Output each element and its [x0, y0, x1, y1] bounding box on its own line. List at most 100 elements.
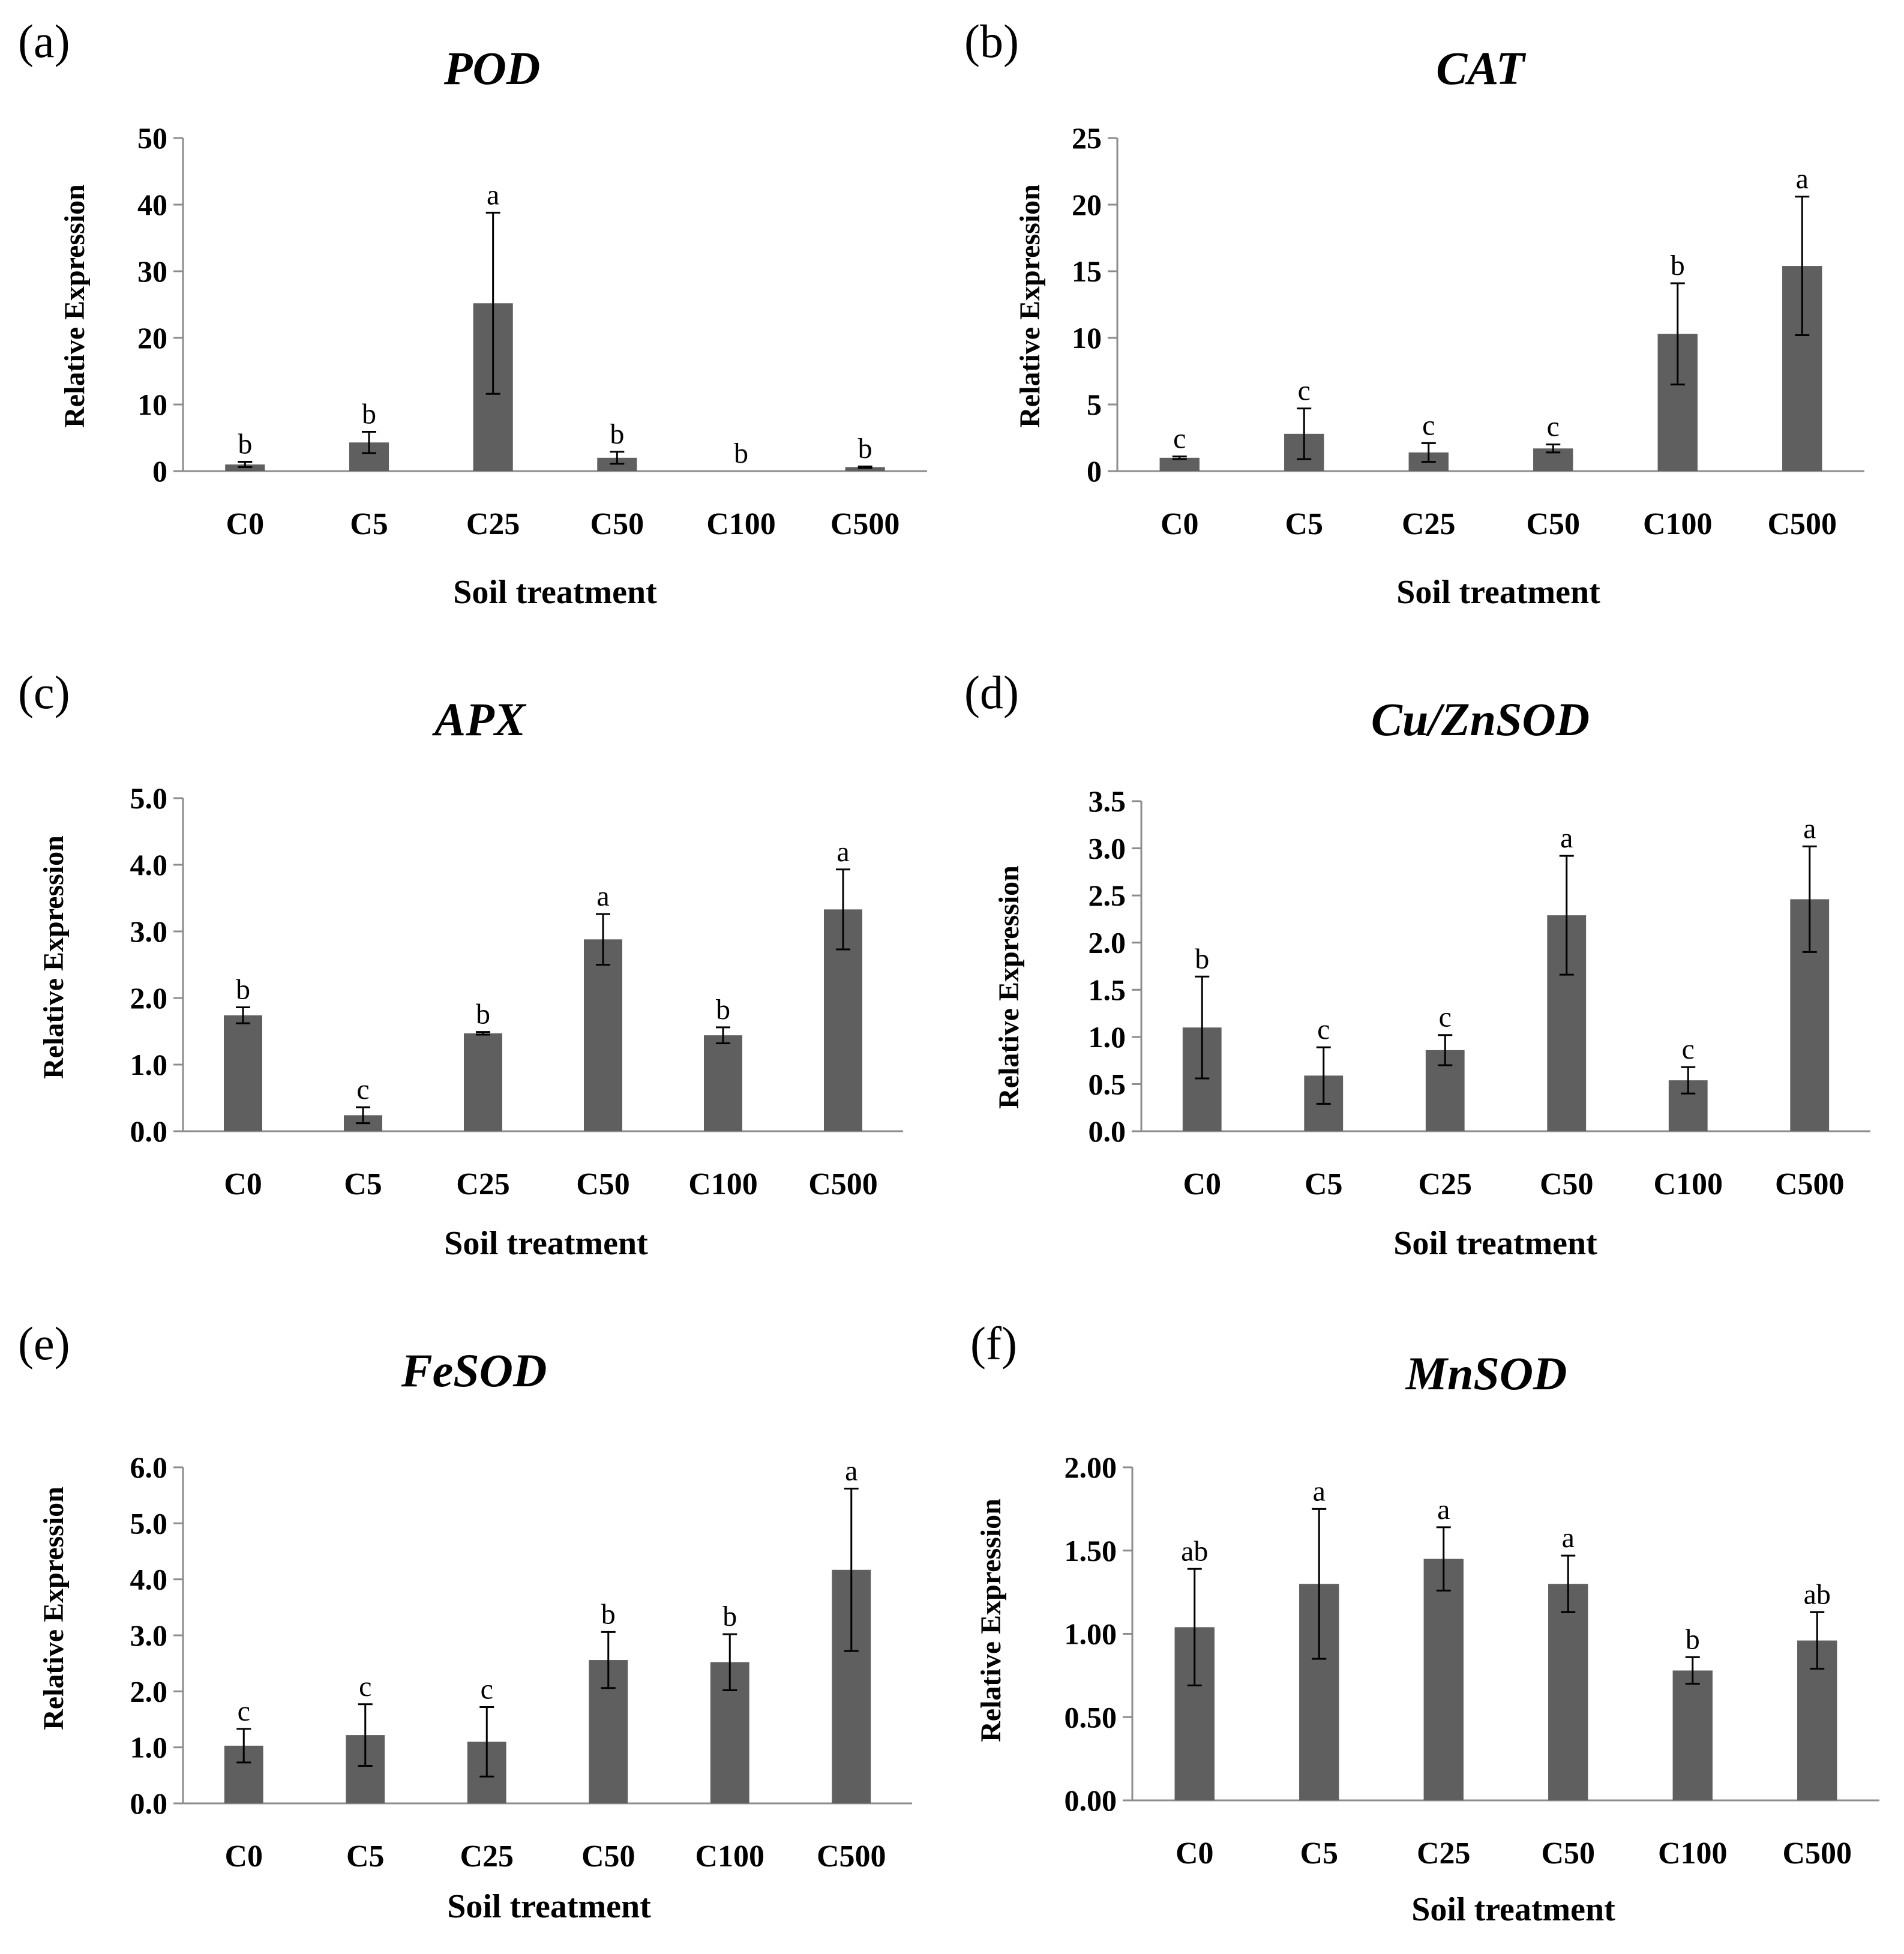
y-tick-label: 3.0: [130, 915, 168, 948]
x-tick-label: C50: [1541, 1836, 1595, 1871]
significance-label: b: [716, 994, 730, 1026]
y-tick-label: 0.0: [130, 1114, 168, 1148]
plot-area: 0 10 20 30 40 50 b C0 b C5 a C25 b C50 b C100 b C500: [137, 121, 927, 541]
x-axis-title: Soil treatment: [453, 574, 657, 611]
significance-label: b: [1195, 943, 1209, 975]
x-tick-label: C500: [808, 1167, 878, 1201]
y-tick-label: 2.0: [130, 981, 168, 1015]
y-tick-label: 5.0: [130, 1506, 168, 1540]
panel-label: (f): [970, 1317, 1017, 1369]
y-tick-label: 4.0: [130, 848, 168, 882]
y-tick-label: 0: [1087, 454, 1102, 488]
x-tick-label: C25: [456, 1167, 510, 1201]
significance-label: ab: [1181, 1535, 1208, 1567]
y-tick-label: 3.5: [1089, 784, 1126, 818]
x-tick-label: C500: [1782, 1836, 1852, 1871]
y-tick-label: 1.50: [1065, 1534, 1117, 1568]
y-tick-label: 20: [137, 321, 167, 355]
y-tick-label: 0: [152, 454, 167, 488]
x-tick-label: C100: [688, 1167, 758, 1201]
significance-label: c: [481, 1673, 493, 1705]
significance-label: c: [1317, 1014, 1330, 1045]
y-axis-title: Relative Expression: [993, 865, 1025, 1109]
y-tick-label: 20: [1072, 188, 1102, 221]
significance-label: b: [610, 418, 624, 450]
y-axis-title: Relative Expression: [38, 1487, 70, 1730]
plot-area: 0.00 0.50 1.00 1.50 2.00 ab C0 a C5 a C25 a C50 b C100…: [1065, 1450, 1879, 1871]
x-tick-label: C50: [581, 1839, 635, 1874]
y-tick-label: 1.0: [1089, 1020, 1126, 1054]
plot-area: 0.0 1.0 2.0 3.0 4.0 5.0 b C0 c C5 b C25 a C50 b C100 a C5…: [130, 781, 903, 1201]
chart-panel-f: (f) MnSOD Relative Expression Soil treat…: [970, 1317, 1879, 1928]
bar: [224, 1015, 262, 1131]
significance-label: b: [236, 974, 250, 1006]
x-tick-label: C500: [817, 1839, 886, 1874]
y-tick-label: 0.5: [1089, 1067, 1126, 1101]
x-tick-label: C25: [460, 1839, 514, 1874]
x-tick-label: C0: [224, 1167, 262, 1201]
x-tick-label: C500: [1775, 1167, 1845, 1201]
significance-label: c: [1439, 1002, 1452, 1033]
x-tick-label: C25: [1402, 507, 1456, 541]
x-tick-label: C0: [1176, 1836, 1214, 1871]
y-tick-label: 15: [1072, 254, 1102, 288]
y-tick-label: 1.0: [130, 1731, 168, 1764]
significance-label: b: [362, 398, 376, 430]
y-tick-label: 1.5: [1089, 973, 1126, 1006]
y-tick-label: 2.0: [1089, 926, 1126, 960]
significance-label: c: [238, 1695, 250, 1727]
y-axis-title: Relative Expression: [59, 184, 91, 428]
plot-area: 0.0 1.0 2.0 3.0 4.0 5.0 6.0 c C0 c C5 c C25 b C50 b C100…: [130, 1450, 912, 1874]
bar: [845, 467, 885, 471]
chart-panel-e: (e) FeSOD Relative Expression Soil treat…: [18, 1317, 912, 1925]
plot-area: 0.0 0.5 1.0 1.5 2.0 2.5 3.0 3.5 b C0 c C5 c C25 a C50 c C…: [1089, 784, 1870, 1201]
bar: [704, 1035, 742, 1131]
x-tick-label: C0: [224, 1839, 263, 1874]
x-tick-label: C25: [1417, 1836, 1471, 1871]
chart-panel-a: (a) POD Relative Expression Soil treatme…: [18, 15, 927, 611]
significance-label: c: [1173, 423, 1186, 455]
y-tick-label: 2.0: [130, 1674, 168, 1708]
chart-title: APX: [431, 693, 527, 745]
x-tick-label: C25: [466, 507, 520, 541]
significance-label: b: [1671, 250, 1685, 281]
y-axis-title: Relative Expression: [1014, 184, 1046, 428]
x-tick-label: C5: [346, 1839, 385, 1874]
y-tick-label: 5: [1087, 388, 1102, 421]
x-tick-label: C100: [1658, 1836, 1728, 1871]
y-tick-label: 6.0: [130, 1450, 168, 1484]
y-tick-label: 0.50: [1065, 1700, 1117, 1734]
plot-area: 0 5 10 15 20 25 c C0 c C5 c C25 c C50 b C100 a C500: [1072, 121, 1864, 541]
x-axis-title: Soil treatment: [1411, 1891, 1615, 1928]
chart-title: POD: [443, 42, 540, 94]
x-tick-label: C5: [344, 1167, 382, 1201]
significance-label: ab: [1804, 1578, 1831, 1610]
panel-label: (a): [18, 15, 70, 67]
chart-panel-b: (b) CAT Relative Expression Soil treatme…: [964, 15, 1864, 611]
y-axis-title: Relative Expression: [38, 835, 70, 1079]
y-tick-label: 10: [1072, 321, 1102, 355]
y-tick-label: 2.00: [1065, 1450, 1117, 1484]
x-axis-title: Soil treatment: [1393, 1225, 1597, 1262]
significance-label: c: [1422, 409, 1435, 441]
x-tick-label: C100: [1643, 507, 1713, 541]
y-tick-label: 3.0: [1089, 832, 1126, 865]
significance-label: a: [1796, 163, 1809, 195]
y-tick-label: 0.00: [1065, 1784, 1117, 1817]
y-tick-label: 4.0: [130, 1563, 168, 1596]
x-tick-label: C5: [1285, 507, 1323, 541]
panel-label: (c): [18, 666, 70, 718]
x-tick-label: C100: [706, 507, 776, 541]
x-tick-label: C5: [1305, 1167, 1343, 1201]
significance-label: c: [359, 1671, 371, 1703]
bar: [1423, 1559, 1464, 1800]
x-tick-label: C0: [1183, 1167, 1221, 1201]
bar: [1159, 457, 1200, 471]
x-tick-label: C500: [830, 507, 900, 541]
x-tick-label: C25: [1418, 1167, 1472, 1201]
y-tick-label: 40: [137, 188, 167, 221]
y-tick-label: 10: [137, 388, 167, 421]
y-axis-title: Relative Expression: [975, 1499, 1007, 1742]
y-tick-label: 1.0: [130, 1048, 168, 1081]
